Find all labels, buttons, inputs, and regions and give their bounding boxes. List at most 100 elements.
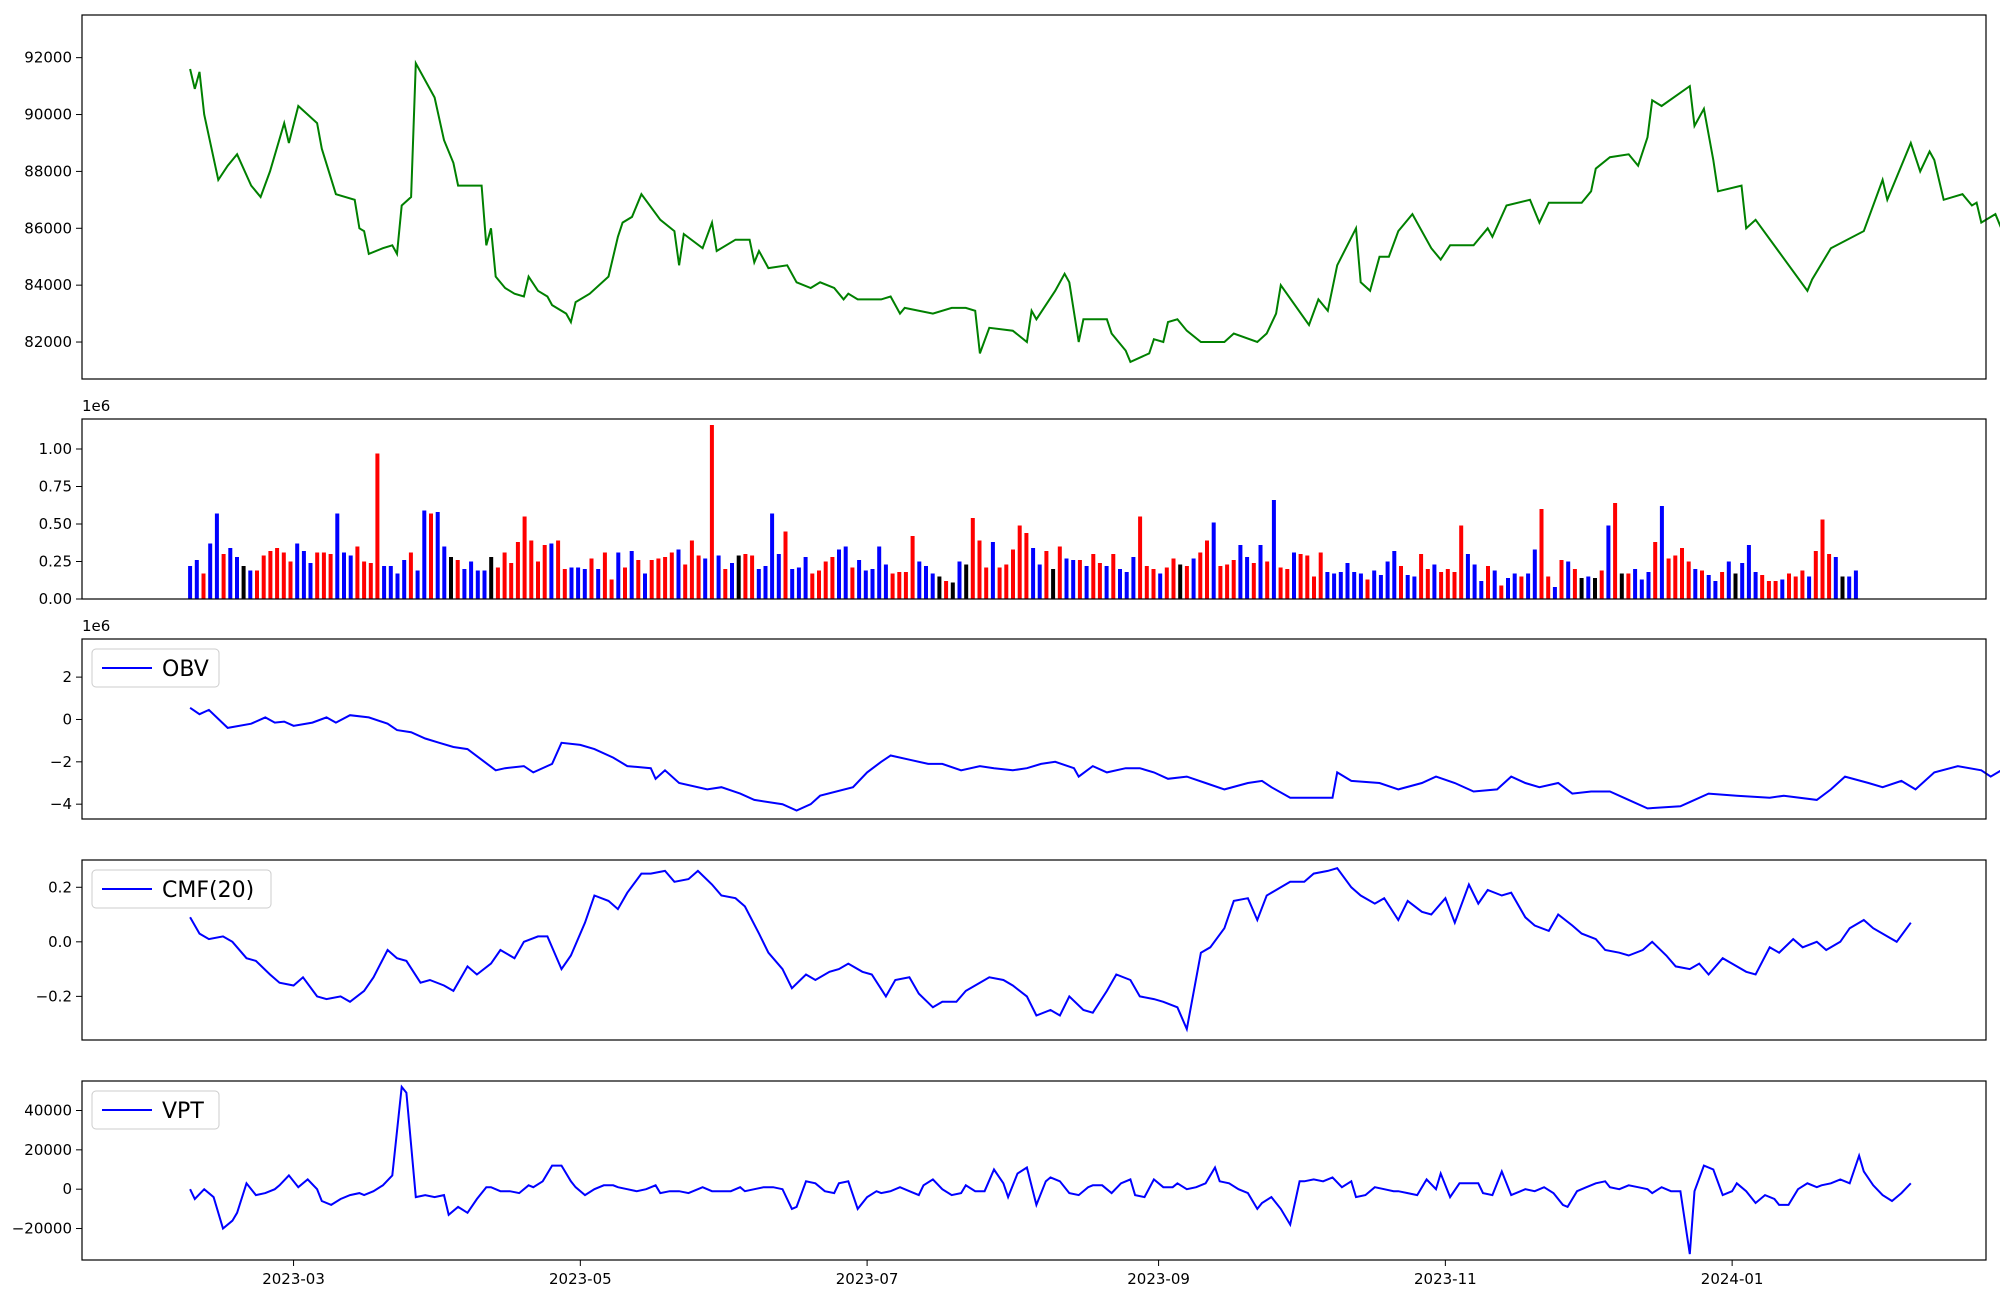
volume-bar [1245, 557, 1250, 599]
volume-bar [1813, 551, 1818, 599]
price-ytick-label: 92000 [24, 49, 72, 67]
price-ytick-label: 84000 [24, 276, 72, 294]
volume-bar [817, 570, 821, 599]
volume-bar [1278, 567, 1283, 599]
volume-bar [1519, 576, 1524, 599]
volume-bar [1539, 509, 1544, 599]
volume-bar [442, 546, 447, 599]
volume-bar [228, 548, 233, 599]
volume-bar [1298, 554, 1303, 599]
volume-bar [1031, 548, 1036, 599]
obv-ytick-label: 0 [62, 710, 72, 728]
volume-bar [1833, 557, 1838, 599]
volume-bar [683, 564, 688, 599]
volume-bar [1452, 572, 1457, 599]
cmf-frame [81, 859, 1987, 1041]
volume-bar [1633, 569, 1638, 599]
volume-bar [823, 561, 828, 599]
volume-bar [489, 557, 494, 599]
vpt-ytick-label: 40000 [24, 1102, 72, 1120]
vpt-legend-box [91, 1090, 220, 1130]
volume-bar [1653, 542, 1658, 599]
obv-panel: −4 −2 0 2 1e6 OBV [50, 617, 2000, 820]
volume-bar [1184, 566, 1189, 599]
volume-bar [321, 552, 326, 599]
price-ytick-label: 88000 [24, 162, 72, 180]
volume-bar [1512, 573, 1517, 599]
volume-bar [1392, 551, 1397, 599]
vpt-panel: −20000 0 20000 40000 2023-03 2023-05 2023-07 20… [12, 1080, 1987, 1288]
volume-bar [696, 555, 701, 599]
volume-bar [1686, 561, 1691, 599]
volume-frame [81, 418, 1987, 600]
volume-bar [255, 570, 259, 599]
volume-bar [368, 563, 373, 599]
volume-panel: 0.00 0.25 0.50 0.75 1.00 1e6 [39, 397, 1987, 608]
volume-bar [1004, 564, 1009, 599]
volume-bar [1011, 549, 1015, 599]
volume-bar [295, 543, 300, 599]
volume-bar [736, 555, 741, 599]
volume-bar [1412, 576, 1417, 599]
volume-bar [188, 566, 193, 599]
volume-bar [1305, 555, 1310, 599]
volume-bar [1198, 552, 1203, 599]
obv-legend: OBV [91, 648, 220, 688]
volume-bar [1445, 569, 1450, 599]
volume-bar [388, 566, 393, 599]
volume-bar [1559, 560, 1564, 599]
volume-bar [1659, 506, 1664, 599]
volume-bar [1352, 572, 1357, 599]
volume-bar [582, 569, 587, 599]
cmf-legend-box [91, 869, 272, 909]
volume-bar [1753, 572, 1758, 599]
volume-bar [669, 552, 674, 599]
volume-bar [529, 540, 534, 599]
volume-ytick-label: 0.50 [39, 515, 72, 533]
vpt-ytick-label: 20000 [24, 1141, 72, 1159]
volume-bar [1064, 558, 1069, 599]
volume-bar [1358, 573, 1363, 599]
volume-bar [1599, 570, 1604, 599]
volume-bar [1853, 570, 1858, 599]
volume-bar [1726, 561, 1731, 599]
volume-bar [1191, 558, 1196, 599]
volume-bar [903, 572, 908, 599]
volume-bar [1572, 569, 1577, 599]
volume-bar [1552, 587, 1557, 599]
volume-bar [1479, 581, 1484, 599]
volume-bar [1425, 569, 1430, 599]
volume-bar [997, 567, 1002, 599]
volume-bar [429, 513, 433, 599]
volume-bar [623, 567, 627, 599]
volume-bar [810, 573, 815, 599]
volume-bar [576, 567, 581, 599]
volume-bar [1746, 545, 1751, 599]
volume-bar [1332, 573, 1337, 599]
volume-bar [1338, 572, 1343, 599]
volume-bar [288, 561, 293, 599]
volume-bar [796, 567, 801, 599]
volume-bar [355, 546, 360, 599]
volume-bar [502, 552, 507, 599]
volume-bar [1766, 581, 1771, 599]
volume-bar [1593, 578, 1597, 599]
volume-bar [1526, 573, 1531, 599]
cmf-legend: CMF(20) [91, 869, 272, 909]
volume-bar [1800, 570, 1805, 599]
volume-bar [1077, 560, 1082, 599]
volume-bar [402, 560, 407, 599]
volume-bar [449, 557, 453, 599]
price-frame [81, 14, 1987, 380]
volume-bar [1385, 561, 1390, 599]
volume-bar [1740, 563, 1745, 599]
volume-bar [649, 560, 654, 599]
volume-bar [676, 549, 681, 599]
volume-bar [1205, 540, 1209, 599]
volume-ytick-label: 1.00 [39, 440, 72, 458]
volume-bar [1579, 578, 1584, 599]
price-ytick-label: 90000 [24, 106, 72, 124]
volume-bar [261, 555, 266, 599]
volume-bar [1606, 525, 1611, 599]
